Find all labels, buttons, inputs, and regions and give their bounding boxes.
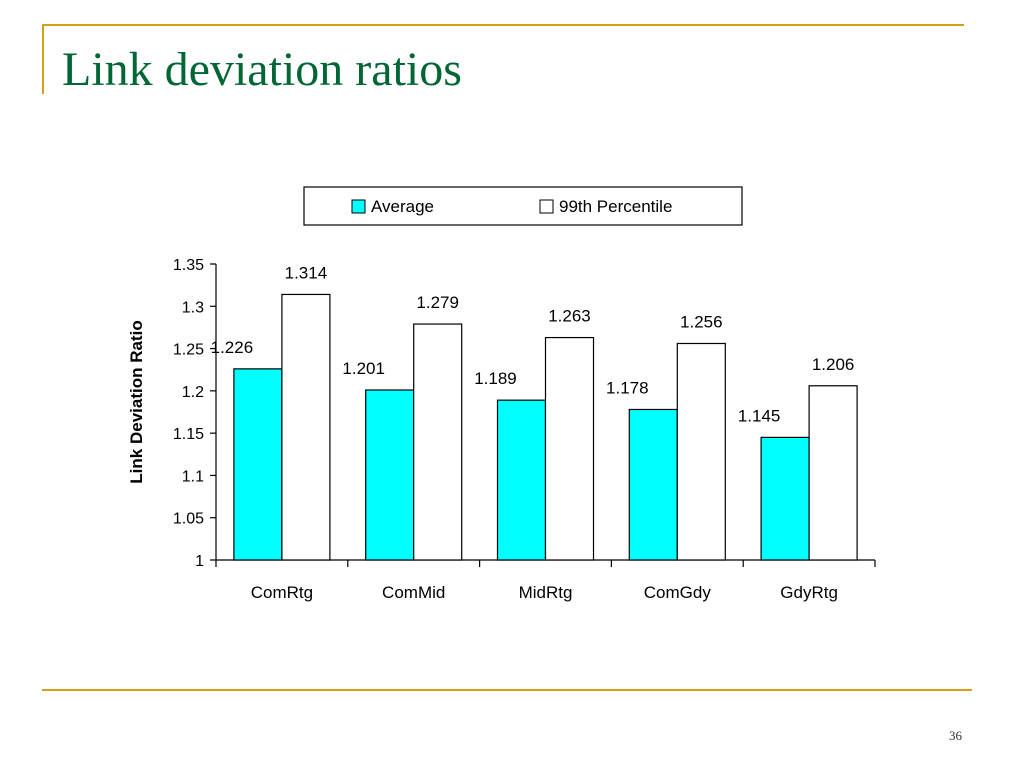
bar-99th-percentile-comgdy [676, 342, 726, 561]
x-category-label: GdyRtg [780, 583, 838, 602]
top-rule [42, 24, 964, 26]
y-tick-label: 1.3 [182, 299, 204, 316]
slide-title: Link deviation ratios [62, 43, 462, 96]
legend-box [303, 186, 743, 226]
bar-average-comgdy [628, 408, 678, 561]
data-label: 1.279 [416, 293, 459, 312]
bar-average-comrtg [233, 368, 283, 561]
bar-chart: Average 99th Percentile 1 1.05 1.1 1.15 1.2 1.2… [127, 186, 876, 602]
page-number: 36 [949, 728, 962, 743]
data-label: 1.314 [285, 263, 328, 282]
left-rule [42, 24, 44, 94]
x-category-label: ComRtg [251, 583, 313, 602]
y-tick-label: 1 [195, 553, 204, 570]
data-label: 1.189 [474, 369, 517, 388]
y-tick-label: 1.1 [182, 468, 204, 485]
bar-average-midrtg [496, 399, 547, 561]
legend-swatch-1 [351, 199, 366, 214]
data-label: 1.206 [812, 355, 855, 374]
legend-label-2: 99th Percentile [559, 197, 672, 216]
x-category-label: ComMid [382, 583, 445, 602]
bar-99th-percentile-commid [413, 323, 463, 561]
data-label: 1.263 [548, 307, 591, 326]
data-label: 1.178 [606, 378, 649, 397]
legend-label-1: Average [371, 197, 434, 216]
y-tick-label: 1.05 [173, 511, 204, 528]
y-tick-label: 1.2 [182, 384, 204, 401]
bar-99th-percentile-gdyrtg [808, 385, 858, 561]
data-label: 1.256 [680, 312, 723, 331]
data-label: 1.201 [342, 359, 385, 378]
y-axis-title: Link Deviation Ratio [127, 320, 146, 483]
bar-average-gdyrtg [760, 436, 810, 561]
y-tick-label: 1.15 [173, 426, 204, 443]
bar-99th-percentile-comrtg [281, 293, 331, 561]
bar-average-commid [365, 389, 415, 561]
x-category-label: MidRtg [519, 583, 573, 602]
bar-99th-percentile-midrtg [544, 336, 595, 561]
data-label: 1.226 [211, 338, 254, 357]
y-tick-label: 1.35 [173, 257, 204, 274]
data-label: 1.145 [738, 406, 781, 425]
x-category-label: ComGdy [644, 583, 712, 602]
bottom-rule [42, 689, 972, 691]
legend-swatch-2 [539, 199, 554, 214]
y-tick-label: 1.25 [173, 342, 204, 359]
